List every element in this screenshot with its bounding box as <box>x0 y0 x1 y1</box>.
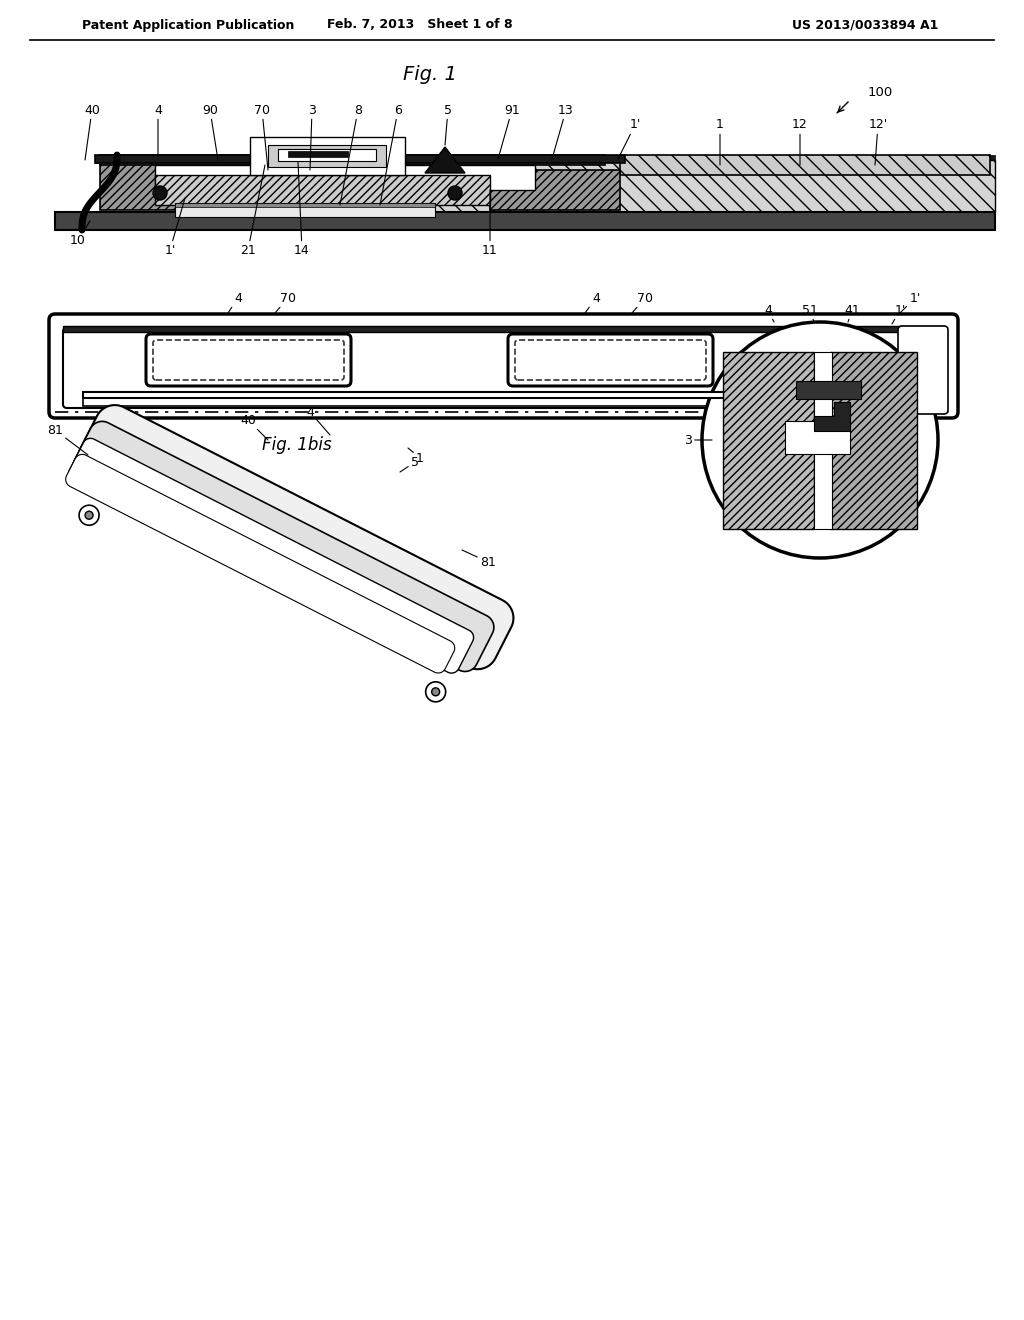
Circle shape <box>79 506 99 525</box>
Text: 5: 5 <box>400 455 419 473</box>
Polygon shape <box>66 454 455 673</box>
Bar <box>95 154 625 162</box>
Text: 51: 51 <box>802 304 818 322</box>
FancyBboxPatch shape <box>63 327 944 408</box>
Bar <box>797 381 861 399</box>
Text: 4: 4 <box>306 405 330 436</box>
Bar <box>250 137 406 176</box>
Text: 1': 1' <box>892 304 905 323</box>
Text: 6: 6 <box>380 103 402 205</box>
Circle shape <box>702 322 938 558</box>
Text: Fig. 2: Fig. 2 <box>175 491 221 510</box>
FancyBboxPatch shape <box>515 341 706 380</box>
Bar <box>63 326 944 333</box>
Text: 100: 100 <box>867 86 893 99</box>
Text: 1': 1' <box>618 119 641 158</box>
Text: US 2013/0033894 A1: US 2013/0033894 A1 <box>792 18 938 32</box>
FancyBboxPatch shape <box>508 334 713 385</box>
Text: 1': 1' <box>898 292 921 315</box>
Text: 12': 12' <box>868 119 888 165</box>
Circle shape <box>432 688 439 696</box>
Text: 4: 4 <box>228 292 242 313</box>
Bar <box>175 203 435 216</box>
Text: Fig. 1bis: Fig. 1bis <box>262 436 332 454</box>
FancyBboxPatch shape <box>153 341 344 380</box>
Bar <box>95 154 995 162</box>
Polygon shape <box>74 421 494 672</box>
FancyBboxPatch shape <box>146 334 351 385</box>
Text: 21: 21 <box>240 165 265 256</box>
Bar <box>100 162 245 210</box>
Bar <box>490 170 620 210</box>
Text: 91: 91 <box>498 103 520 158</box>
Text: 13: 13 <box>552 103 573 158</box>
Text: 11: 11 <box>482 190 498 256</box>
Text: 70: 70 <box>254 103 270 170</box>
Circle shape <box>85 511 93 519</box>
Text: 81: 81 <box>47 424 88 455</box>
Bar <box>620 154 990 176</box>
Bar <box>83 392 890 399</box>
Text: 40: 40 <box>240 413 268 440</box>
Text: 3: 3 <box>308 103 316 170</box>
FancyBboxPatch shape <box>49 314 958 418</box>
Bar <box>814 351 831 528</box>
Text: Patent Application Publication: Patent Application Publication <box>82 18 294 32</box>
Text: 41: 41 <box>844 304 860 322</box>
Bar <box>155 165 535 190</box>
Text: Fig. 1: Fig. 1 <box>403 66 457 84</box>
Text: Fig. 1ter: Fig. 1ter <box>752 491 821 510</box>
Text: 5: 5 <box>444 103 452 145</box>
Bar <box>240 160 995 213</box>
Text: 12: 12 <box>793 119 808 165</box>
Text: 4: 4 <box>154 103 162 157</box>
Text: 1: 1 <box>408 447 424 465</box>
Bar <box>268 145 386 168</box>
Text: 90: 90 <box>202 103 218 160</box>
Text: Feb. 7, 2013   Sheet 1 of 8: Feb. 7, 2013 Sheet 1 of 8 <box>328 18 513 32</box>
Circle shape <box>153 186 167 201</box>
Text: 4: 4 <box>585 292 600 313</box>
Polygon shape <box>814 403 850 430</box>
Text: 3: 3 <box>684 433 712 446</box>
Bar <box>784 421 850 454</box>
Text: 14: 14 <box>294 162 310 256</box>
Polygon shape <box>79 405 513 669</box>
FancyBboxPatch shape <box>898 326 948 414</box>
Text: 4: 4 <box>764 304 774 322</box>
Circle shape <box>426 682 445 702</box>
Circle shape <box>449 186 462 201</box>
Bar <box>83 399 890 407</box>
Polygon shape <box>830 351 916 528</box>
Bar <box>175 203 435 207</box>
Bar <box>55 213 995 230</box>
Bar <box>288 150 348 157</box>
Bar <box>278 149 376 161</box>
Polygon shape <box>723 351 814 528</box>
Bar <box>155 176 490 205</box>
Text: 1': 1' <box>164 198 185 256</box>
Text: 70: 70 <box>632 292 653 313</box>
Text: 1: 1 <box>716 119 724 165</box>
Text: 81: 81 <box>462 550 496 569</box>
Text: 40: 40 <box>84 103 100 160</box>
Text: 70: 70 <box>275 292 296 313</box>
Polygon shape <box>69 438 473 673</box>
Bar <box>100 154 605 165</box>
Text: 8: 8 <box>340 103 362 205</box>
Text: 10: 10 <box>70 220 90 247</box>
Polygon shape <box>425 147 465 173</box>
